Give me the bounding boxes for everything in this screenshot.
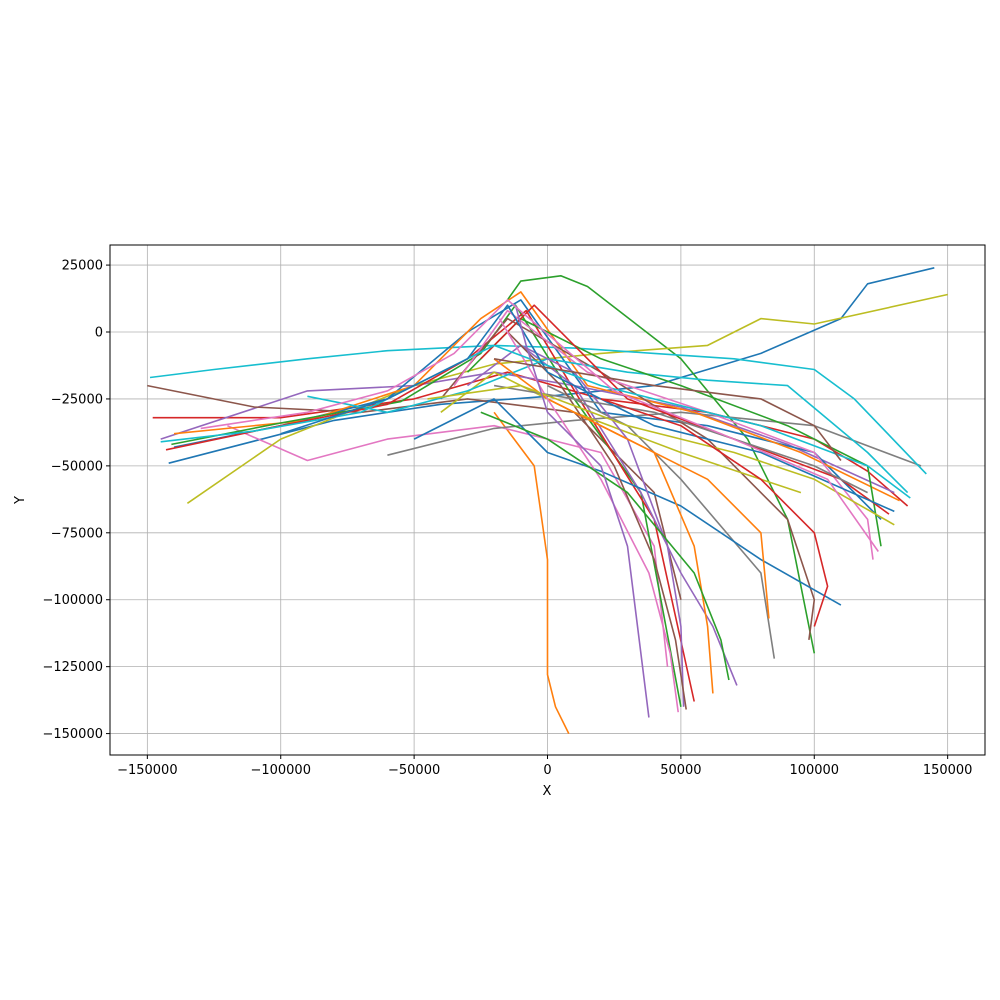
trajectory-line-19	[440, 371, 802, 494]
y-tick-label: −125000	[42, 660, 103, 675]
trajectory-line-7	[227, 424, 669, 667]
trajectory-line-28	[493, 384, 868, 494]
x-tick-label: 50000	[660, 763, 701, 778]
series-lines	[147, 267, 948, 734]
trajectory-line-29	[427, 384, 895, 526]
trajectory-line-3	[506, 274, 816, 654]
y-tick-label: −100000	[42, 593, 103, 608]
x-axis-ticks: −150000 −100000 −50000 0 50000 100000 150000	[117, 755, 972, 778]
trajectory-line-5	[160, 371, 895, 494]
trajectory-line-30	[160, 344, 911, 499]
trajectory-line-14	[165, 309, 695, 702]
trajectory-line-9	[186, 293, 948, 504]
trajectory-line-36	[493, 358, 842, 461]
grid-lines	[110, 245, 985, 755]
x-tick-label: 150000	[923, 763, 973, 778]
plot-area	[147, 267, 948, 734]
x-tick-label: −150000	[117, 763, 178, 778]
trajectory-line-32	[573, 411, 714, 694]
trajectory-line-37	[200, 299, 879, 552]
trajectory-line-18	[547, 384, 776, 659]
trajectory-line-10	[149, 344, 927, 475]
trajectory-line-20	[307, 357, 909, 494]
trajectory-line-1	[168, 267, 935, 464]
x-tick-label: 100000	[789, 763, 839, 778]
y-tick-label: −75000	[51, 526, 103, 541]
trajectory-line-34	[600, 398, 829, 627]
x-axis-label: X	[543, 784, 552, 799]
y-tick-label: 25000	[62, 259, 103, 274]
y-axis-ticks: 25000 0 −25000 −50000 −75000 −100000 −125000 −1…	[42, 259, 110, 742]
trajectory-line-15	[467, 344, 738, 686]
trajectory-line-2	[493, 411, 570, 734]
trajectory-line-33	[480, 411, 730, 681]
trajectory-line-21	[413, 398, 842, 606]
x-tick-label: −100000	[250, 763, 311, 778]
y-tick-label: −50000	[51, 459, 103, 474]
trajectory-line-11	[173, 299, 882, 520]
y-axis-label: Y	[13, 496, 28, 505]
y-tick-label: −150000	[42, 727, 103, 742]
x-tick-label: −50000	[388, 763, 440, 778]
y-tick-label: 0	[95, 326, 103, 341]
trajectory-line-25	[520, 344, 685, 707]
trajectory-line-8	[387, 411, 922, 467]
trajectory-line-26	[506, 331, 687, 710]
trajectory-line-6	[147, 384, 682, 600]
trajectory-line-35	[514, 304, 650, 718]
y-tick-label: −25000	[51, 392, 103, 407]
x-tick-label: 0	[543, 763, 551, 778]
trajectory-line-12	[173, 291, 900, 502]
trajectory-line-31	[280, 304, 895, 513]
